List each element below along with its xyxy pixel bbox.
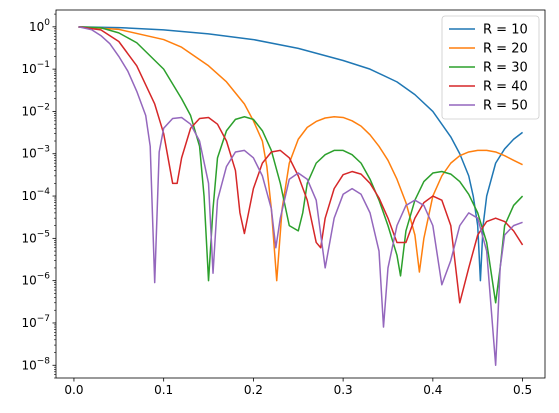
x-tick-label: 0.3 bbox=[334, 383, 353, 397]
series-line-5 bbox=[78, 26, 523, 367]
y-tick-label: 10−5 bbox=[21, 229, 50, 245]
y-tick-base: 10 bbox=[21, 316, 36, 330]
series-line-4 bbox=[78, 26, 524, 304]
y-tick-exponent: −5 bbox=[37, 229, 50, 239]
y-tick-label: 100 bbox=[29, 18, 50, 34]
x-tick-label: 0.4 bbox=[423, 383, 442, 397]
series-line-3 bbox=[78, 26, 524, 304]
y-tick-label: 10−7 bbox=[21, 314, 50, 330]
y-tick-exponent: −4 bbox=[37, 187, 51, 197]
y-tick-base: 10 bbox=[29, 20, 44, 34]
axes-frame bbox=[55, 9, 546, 379]
x-tick-label: 0.0 bbox=[64, 383, 83, 397]
y-tick-exponent: −3 bbox=[37, 145, 50, 155]
y-tick-base: 10 bbox=[21, 62, 36, 76]
y-tick-exponent: −1 bbox=[37, 60, 50, 70]
legend-box bbox=[441, 15, 540, 120]
y-tick-label: 10−8 bbox=[21, 356, 50, 372]
y-tick-base: 10 bbox=[21, 274, 36, 288]
y-tick-exponent: −6 bbox=[37, 272, 51, 282]
x-tick-label: 0.1 bbox=[154, 383, 173, 397]
y-tick-exponent: −2 bbox=[37, 102, 50, 112]
x-tick-label: 0.2 bbox=[244, 383, 263, 397]
series-line-2 bbox=[78, 26, 523, 282]
y-tick-exponent: −7 bbox=[37, 314, 50, 324]
y-tick-label: 10−2 bbox=[21, 102, 50, 118]
x-tick-label: 0.5 bbox=[513, 383, 532, 397]
y-tick-base: 10 bbox=[21, 189, 36, 203]
series-line-1 bbox=[78, 26, 524, 282]
legend-label: R = 10 bbox=[483, 23, 528, 38]
legend: R = 10 R = 20 R = 30 R = 40 R = 50 bbox=[441, 15, 540, 120]
y-tick-exponent: −8 bbox=[37, 356, 51, 366]
legend-label: R = 50 bbox=[483, 99, 528, 114]
y-tick-label: 10−3 bbox=[21, 145, 50, 161]
legend-label: R = 30 bbox=[483, 61, 528, 76]
series-lines bbox=[78, 26, 524, 367]
y-tick-label: 10−6 bbox=[21, 272, 50, 288]
y-tick-label: 10−4 bbox=[21, 187, 50, 203]
y-tick-base: 10 bbox=[21, 147, 36, 161]
y-tick-exponent: 0 bbox=[44, 18, 50, 28]
axis-ticks: 0.0 0.1 0.2 0.3 0.4 0.510−810−710−610−510−410… bbox=[21, 13, 532, 397]
legend-label: R = 40 bbox=[483, 80, 528, 95]
y-tick-label: 10−1 bbox=[21, 60, 50, 76]
y-tick-base: 10 bbox=[21, 358, 36, 372]
y-tick-base: 10 bbox=[21, 104, 36, 118]
legend-label: R = 20 bbox=[483, 42, 528, 57]
y-tick-base: 10 bbox=[21, 231, 36, 245]
